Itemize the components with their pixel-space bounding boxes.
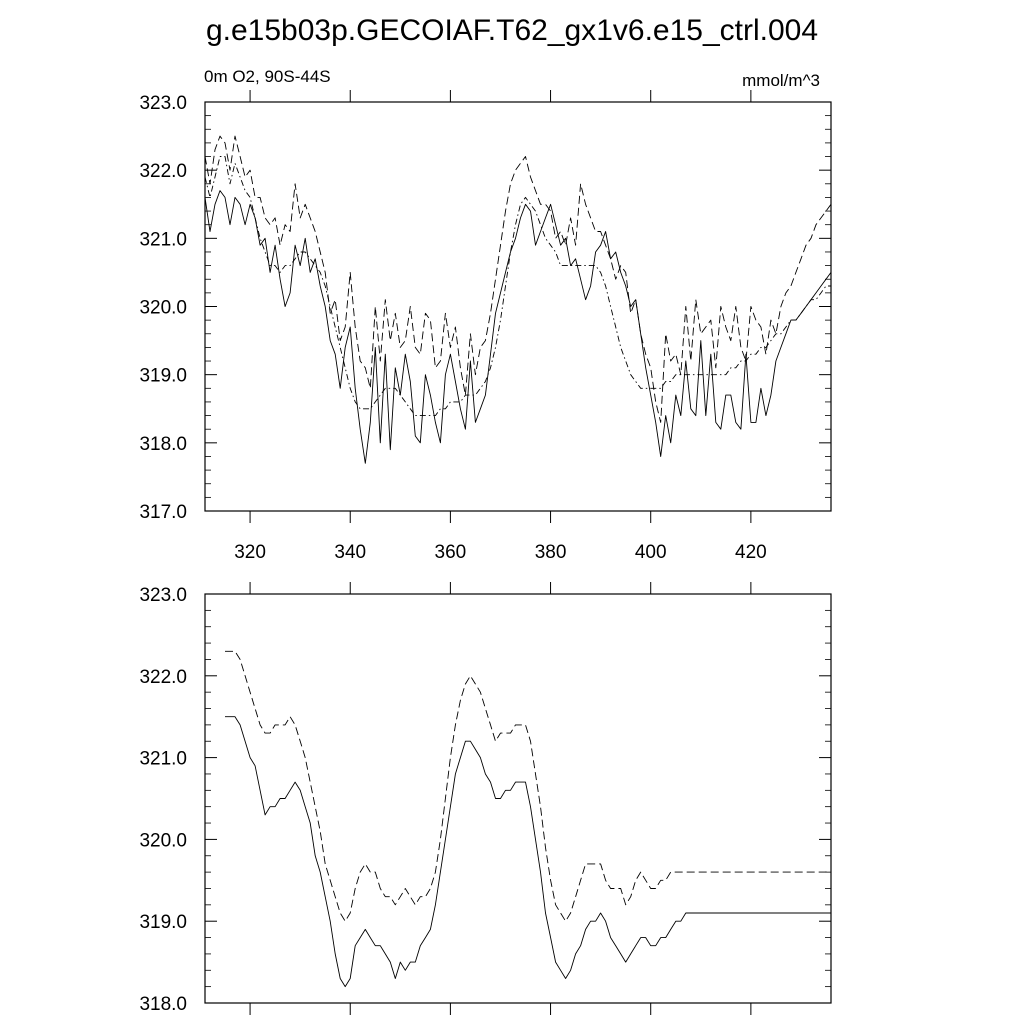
top-series-line-dashed — [204, 135, 832, 423]
top-y-tick-label: 322.0 — [139, 161, 187, 182]
top-y-tick-label: 317.0 — [139, 502, 187, 523]
top-y-tick-label: 319.0 — [139, 366, 187, 387]
top-x-tick-label: 340 — [334, 542, 366, 563]
bottom-y-tick-label: 322.0 — [139, 667, 187, 688]
chart-title: g.e15b03p.GECOIAF.T62_gx1v6.e15_ctrl.004 — [206, 14, 818, 47]
top-x-tick-label: 360 — [435, 542, 467, 563]
bottom-y-tick-label: 319.0 — [139, 912, 187, 933]
top-plot-frame — [204, 101, 832, 512]
bottom-y-tick-label: 323.0 — [139, 585, 187, 606]
bottom-series-line-solid — [225, 716, 831, 988]
top-y-tick-label: 323.0 — [139, 93, 187, 114]
top-y-tick-label: 318.0 — [139, 434, 187, 455]
bottom-series-line-dashed — [225, 650, 831, 922]
top-y-tick-label: 320.0 — [139, 298, 187, 319]
top-series-line-solid — [204, 190, 832, 464]
units-label: mmol/m^3 — [742, 71, 820, 90]
top-x-tick-label: 380 — [535, 542, 567, 563]
bottom-y-tick-label: 320.0 — [139, 830, 187, 851]
bottom-y-tick-label: 321.0 — [139, 749, 187, 770]
top-x-tick-label: 400 — [635, 542, 667, 563]
top-panel: 317.0 318.0 319.0 320.0 321.0 322.0 323.0 320 34… — [139, 90, 832, 563]
variable-label: 0m O2, 90S-44S — [204, 67, 331, 86]
bottom-plot-frame — [204, 593, 832, 1004]
bottom-y-tick-label: 318.0 — [139, 994, 187, 1015]
top-x-tick-label: 320 — [234, 542, 266, 563]
bottom-panel: 318.0 319.0 320.0 321.0 322.0 323.0 — [139, 582, 832, 1015]
top-y-tick-label: 321.0 — [139, 229, 187, 250]
top-x-tick-label: 420 — [735, 542, 767, 563]
top-series-line-dash-dot — [204, 156, 831, 417]
